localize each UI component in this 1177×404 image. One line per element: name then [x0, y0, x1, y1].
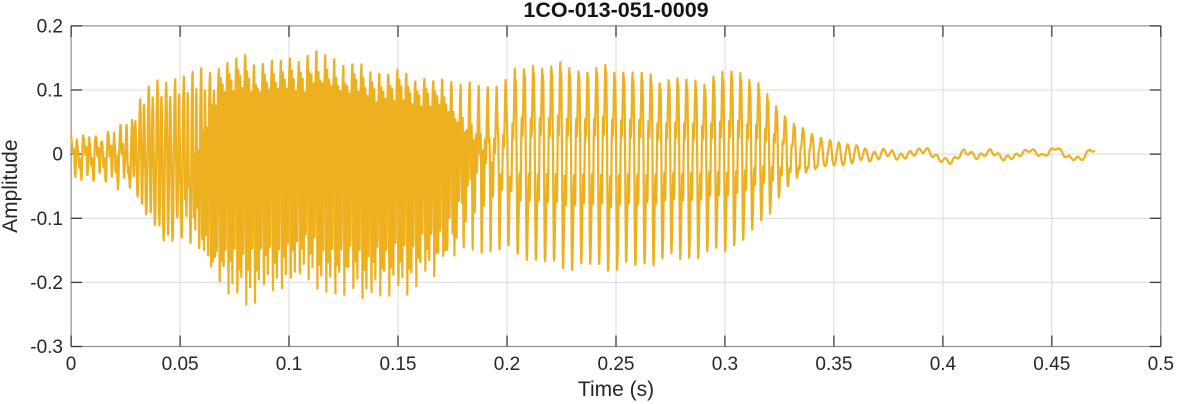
- svg-text:0.45: 0.45: [1033, 354, 1070, 375]
- svg-text:0.25: 0.25: [598, 354, 635, 375]
- svg-text:0.5: 0.5: [1148, 354, 1174, 375]
- svg-text:0: 0: [66, 354, 77, 375]
- svg-text:1CO-013-051-0009: 1CO-013-051-0009: [523, 0, 708, 22]
- svg-text:0.4: 0.4: [930, 354, 957, 375]
- svg-text:-0.1: -0.1: [30, 209, 63, 230]
- svg-text:-0.3: -0.3: [30, 337, 63, 358]
- svg-text:Time (s): Time (s): [578, 378, 654, 401]
- svg-text:Amplitude: Amplitude: [0, 140, 22, 233]
- svg-text:0.1: 0.1: [37, 81, 63, 102]
- svg-text:0.15: 0.15: [380, 354, 417, 375]
- svg-text:0.35: 0.35: [815, 354, 852, 375]
- svg-text:0.2: 0.2: [37, 17, 63, 38]
- svg-text:0.2: 0.2: [494, 354, 520, 375]
- svg-text:-0.2: -0.2: [30, 273, 63, 294]
- svg-text:0.1: 0.1: [276, 354, 302, 375]
- svg-text:0.05: 0.05: [162, 354, 199, 375]
- svg-text:0.3: 0.3: [712, 354, 738, 375]
- svg-text:0: 0: [52, 145, 63, 166]
